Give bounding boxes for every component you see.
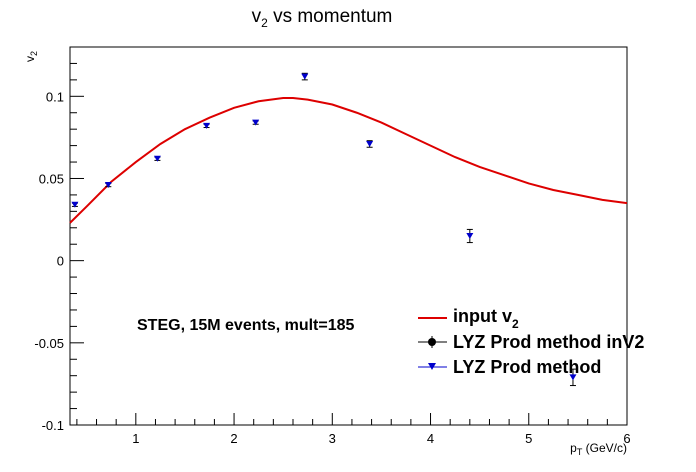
y-axis-title-sub: 2 <box>29 51 39 56</box>
y-tick-label: -0.1 <box>42 418 64 433</box>
chart-title: v2 vs momentum <box>252 6 393 30</box>
x-axis-title: pT (GeV/c) <box>570 441 627 457</box>
y-axis: -0.1 -0.05 0 0.05 0.1 <box>34 46 84 433</box>
legend-prod-marker <box>428 363 436 370</box>
legend-inv2-marker <box>428 338 436 346</box>
legend-input-label: input v2 <box>453 306 519 331</box>
x-axis-title-rest: (GeV/c) <box>582 441 627 455</box>
y-tick-label: -0.05 <box>34 336 64 351</box>
y-tick-label: 0.05 <box>39 171 64 186</box>
data-point <box>252 119 260 126</box>
x-tick-label: 2 <box>230 431 237 446</box>
plot-frame <box>69 46 628 426</box>
y-tick-label: 0.1 <box>46 89 64 104</box>
series-layer <box>69 72 628 387</box>
legend-prod-label: LYZ Prod method <box>453 357 601 377</box>
x-axis-title-sub: T <box>577 447 583 457</box>
legend-inv2-label: LYZ Prod method inV2 <box>453 332 644 352</box>
y-tick-label: 0 <box>57 254 64 269</box>
data-point <box>301 73 309 80</box>
data-point <box>366 140 374 147</box>
data-point <box>71 201 79 208</box>
data-point <box>203 122 211 129</box>
data-point <box>153 155 161 162</box>
legend-input-name-sub: 2 <box>512 317 519 331</box>
legend-input-name: input v <box>453 306 512 326</box>
data-point <box>569 374 577 381</box>
chart-title-rest: vs momentum <box>268 6 393 27</box>
chart-title-main: v <box>252 6 262 27</box>
input-v2-curve <box>69 96 628 224</box>
x-axis-title-main: p <box>570 441 577 455</box>
x-tick-label: 5 <box>525 431 532 446</box>
y-axis-title: v2 <box>23 51 39 62</box>
y-axis-title-main: v <box>23 56 37 62</box>
data-point <box>104 182 112 189</box>
legend: input v2 LYZ Prod method inV2 LYZ Prod m… <box>418 306 644 377</box>
x-tick-label: 6 <box>623 431 630 446</box>
data-point <box>466 233 474 239</box>
x-tick-label: 1 <box>132 431 139 446</box>
plot-border <box>69 46 628 426</box>
x-tick-label: 3 <box>329 431 336 446</box>
x-axis: 1 2 3 4 5 6 <box>76 413 631 446</box>
chart-title-sub: 2 <box>261 16 268 30</box>
annotation: STEG, 15M events, mult=185 <box>137 317 355 334</box>
x-tick-label: 4 <box>427 431 434 446</box>
